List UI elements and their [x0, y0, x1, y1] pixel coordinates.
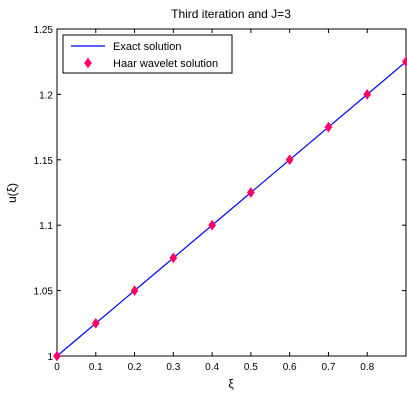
- x-tick-label: 0: [54, 362, 60, 373]
- y-tick-label: 1.15: [34, 156, 54, 167]
- x-tick-label: 0.2: [128, 362, 142, 373]
- haar-solution-marker: [363, 89, 372, 100]
- haar-solution-marker: [247, 187, 255, 198]
- haar-solution-marker: [208, 219, 216, 231]
- x-tick-label: 0.3: [166, 362, 180, 373]
- legend-label-exact: Exact solution: [113, 41, 181, 53]
- haar-solution-marker: [53, 350, 61, 362]
- x-tick-label: 0.5: [244, 362, 258, 373]
- axes-box: [56, 28, 407, 357]
- chart-title: Third iteration and J=3: [171, 7, 291, 21]
- legend-marker-swatch: [84, 57, 92, 69]
- legend-label-haar: Haar wavelet solution: [113, 58, 218, 70]
- y-tick-label: 1.1: [39, 221, 53, 232]
- haar-solution-marker: [402, 56, 407, 68]
- y-tick-label: 1.05: [34, 287, 54, 298]
- haar-solution-marker: [285, 154, 294, 166]
- y-axis-label: u(ξ): [5, 183, 19, 203]
- exact-solution-line: [56, 61, 407, 357]
- x-tick-label: 0.1: [89, 362, 103, 373]
- legend-box: [62, 34, 233, 74]
- haar-solution-marker: [91, 317, 100, 329]
- y-tick-label: 1: [47, 352, 53, 363]
- x-tick-label: 0.7: [321, 362, 335, 373]
- haar-markers-group: [53, 56, 407, 362]
- x-tick-label: 0.8: [360, 362, 374, 373]
- y-tick-label: 1.25: [34, 25, 54, 36]
- plot-area: 0 0.1 0.2 0.3 0.4 0.5 0.6 0.7 0.8 1 1.05 1.1 1.15 1.2…: [34, 25, 407, 373]
- haar-solution-marker: [324, 121, 333, 133]
- y-tick-label: 1.2: [39, 90, 53, 101]
- haar-solution-marker: [130, 285, 139, 296]
- x-tick-label: 0.6: [283, 362, 297, 373]
- x-axis-label: ξ: [228, 377, 234, 391]
- haar-solution-marker: [169, 252, 178, 264]
- x-tick-label: 0.4: [205, 362, 219, 373]
